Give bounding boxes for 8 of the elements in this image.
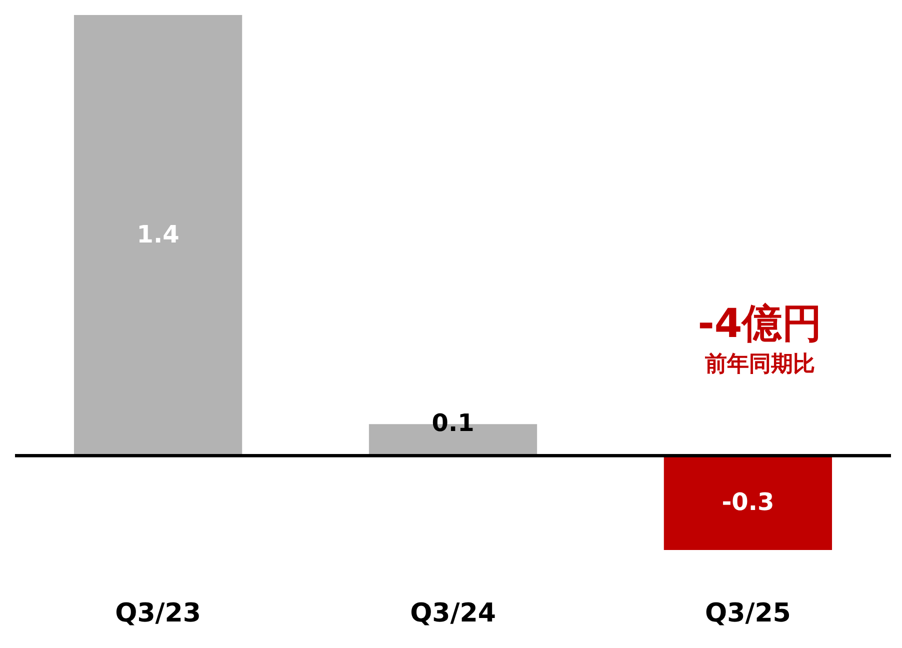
x-tick-label: Q3/24: [410, 598, 496, 628]
x-tick-label: Q3/25: [705, 598, 791, 628]
data-label: -0.3: [722, 488, 774, 516]
data-label: 1.4: [136, 220, 180, 248]
annotation: 前年同期比: [704, 351, 816, 379]
x-tick-label: Q3/23: [115, 598, 201, 628]
annotation: -4億円: [696, 300, 824, 348]
data-label: 0.1: [432, 409, 474, 438]
